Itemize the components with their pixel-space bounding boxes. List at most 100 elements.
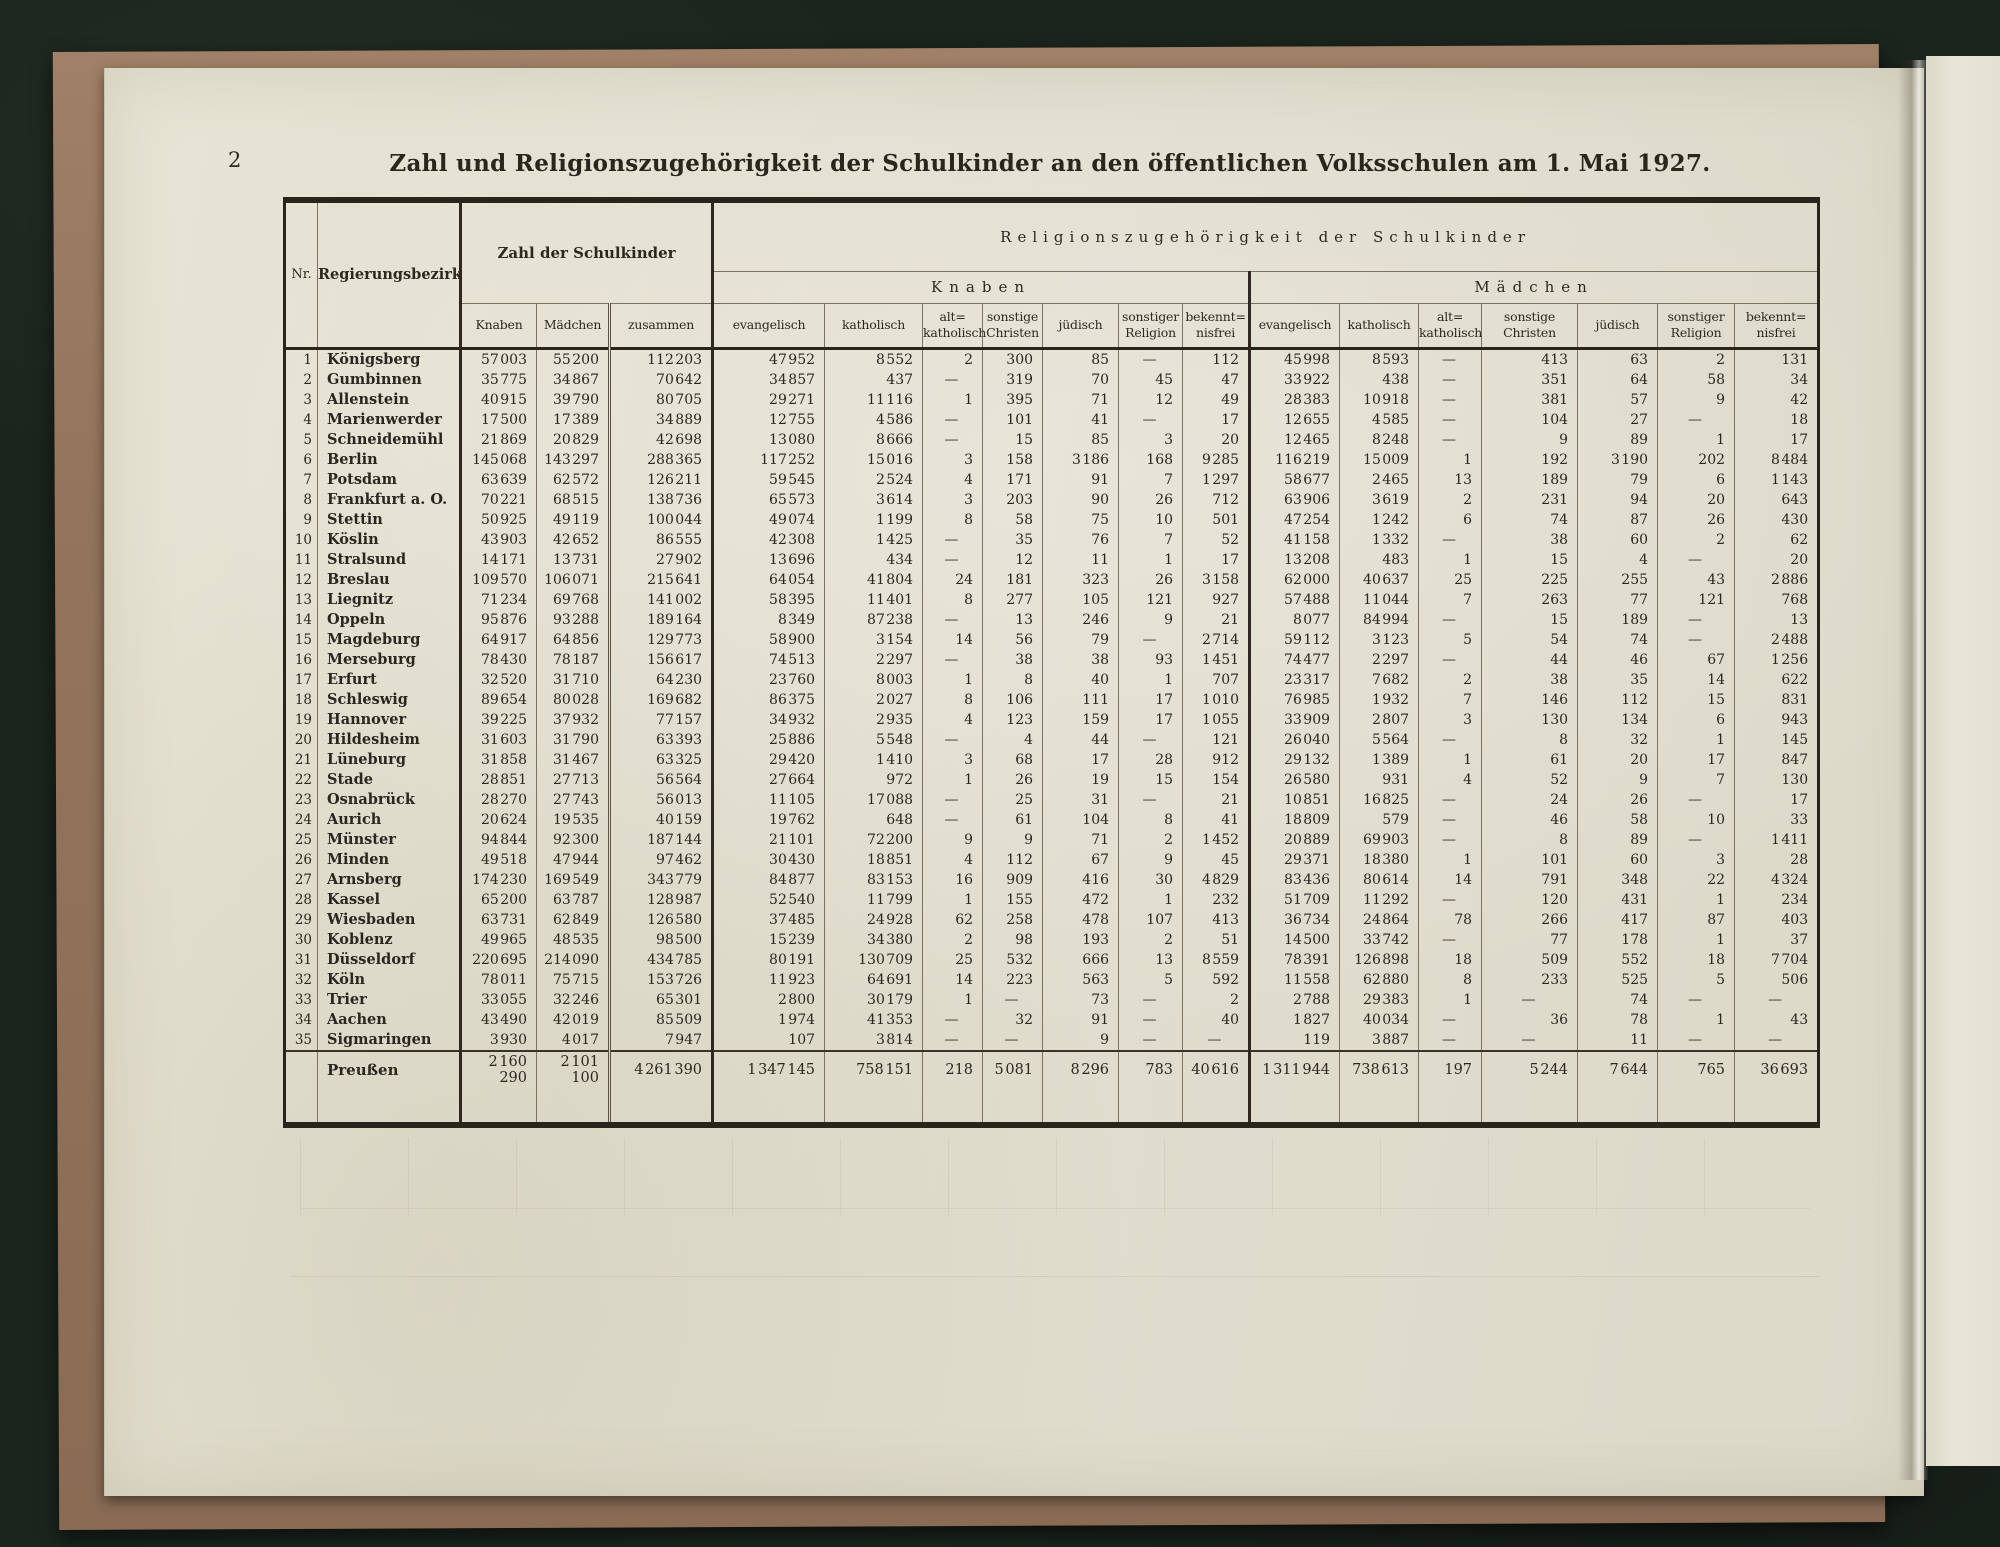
value-cell: 525 [1577, 969, 1658, 990]
value-cell: 8 003 [824, 669, 923, 690]
value-cell: 246 [1042, 609, 1119, 630]
value-cell: 1 452 [1182, 829, 1250, 850]
value-cell: 138 736 [607, 489, 713, 510]
value-cell: 20 [1734, 549, 1819, 570]
value-cell: 478 [1042, 909, 1119, 930]
header-boys-old-catholic: alt= katholisch [922, 303, 986, 348]
district-name: Schleswig [317, 689, 461, 710]
value-cell: — [1418, 1029, 1482, 1051]
total-value-cell: 8 296 [1042, 1050, 1119, 1089]
page-showthrough-line [290, 1276, 1820, 1277]
spacer-cell [711, 1088, 825, 1125]
table-row: 23 Osnabrück 28 270 27 743 56 013 11 105 17 08… [285, 789, 1819, 810]
value-cell: 47 944 [536, 849, 610, 870]
row-number: 21 [294, 751, 312, 768]
value-cell: 64 856 [536, 629, 610, 650]
value-cell: 20 624 [459, 809, 537, 830]
value-cell: 123 [982, 709, 1043, 730]
value-cell: 37 [1734, 929, 1819, 950]
value-cell: 1 [1657, 729, 1735, 750]
value-cell: 65 573 [711, 489, 825, 510]
value-cell: 98 500 [607, 929, 713, 950]
value-cell: 263 [1481, 589, 1578, 610]
value-cell: 35 [1577, 669, 1658, 690]
value-cell: 3 154 [824, 629, 923, 650]
value-cell: 42 019 [536, 1009, 610, 1030]
value-cell: 41 353 [824, 1009, 923, 1030]
value-cell: 592 [1182, 969, 1250, 990]
row-number: 25 [294, 831, 312, 848]
table-row: 15 Magdeburg 64 917 64 856 129 773 58 900 3 15… [285, 629, 1819, 650]
total-value-cell: 197 [1418, 1050, 1482, 1089]
value-cell: 25 [1418, 569, 1482, 590]
value-cell: 13 [1734, 609, 1819, 630]
value-cell: 3 614 [824, 489, 923, 510]
value-cell: 29 271 [711, 389, 825, 410]
total-value-cell: 4 261 390 [607, 1050, 713, 1089]
district-name: Oppeln [317, 609, 461, 630]
value-cell: 18 809 [1248, 809, 1340, 830]
value-cell: 26 580 [1248, 769, 1340, 790]
value-cell: — [922, 789, 983, 810]
district-name: Minden [317, 849, 461, 870]
row-number: 17 [294, 671, 312, 688]
row-number: 1 [303, 351, 312, 368]
value-cell: 8 [1118, 809, 1183, 830]
value-cell: 50 925 [459, 509, 537, 530]
value-cell: 215 641 [607, 569, 713, 590]
value-cell: 193 [1042, 929, 1119, 950]
value-cell: 483 [1339, 549, 1419, 570]
value-cell: 2 297 [824, 649, 923, 670]
district-name: Allenstein [317, 389, 461, 410]
value-cell: 8 [1481, 829, 1578, 850]
value-cell: 17 [1118, 689, 1183, 710]
table-row: 32 Köln 78 011 75 715 153 726 11 923 64 691 14 2… [285, 969, 1819, 990]
header-boys-other-christian: sonstige Christen [982, 303, 1043, 348]
value-cell: 58 900 [711, 629, 825, 650]
value-cell: 67 [1657, 649, 1735, 670]
value-cell: 31 603 [459, 729, 537, 750]
value-cell: 2 714 [1182, 629, 1250, 650]
value-cell: 1 [1418, 989, 1482, 1010]
value-cell: 38 [1042, 649, 1119, 670]
value-cell: 39 790 [536, 389, 610, 410]
value-cell: 84 877 [711, 869, 825, 890]
value-cell: 45 998 [1248, 348, 1340, 370]
spacer-cell [1657, 1088, 1735, 1125]
value-cell: 909 [982, 869, 1043, 890]
value-cell: 56 564 [607, 769, 713, 790]
value-cell: 58 [1657, 369, 1735, 390]
value-cell: 35 775 [459, 369, 537, 390]
value-cell: 258 [982, 909, 1043, 930]
value-cell: 91 [1042, 469, 1119, 490]
value-cell: 47 254 [1248, 509, 1340, 530]
value-cell: 8 [982, 669, 1043, 690]
value-cell: 80 191 [711, 949, 825, 970]
value-cell: 214 090 [536, 949, 610, 970]
value-cell: 38 [1481, 669, 1578, 690]
value-cell: 51 [1182, 929, 1250, 950]
value-cell: 225 [1481, 569, 1578, 590]
value-cell: 169 682 [607, 689, 713, 710]
value-cell: 171 [982, 469, 1043, 490]
district-name: Sigmaringen [317, 1029, 461, 1051]
value-cell: 37 932 [536, 709, 610, 730]
value-cell: 28 270 [459, 789, 537, 810]
value-cell: 9 285 [1182, 449, 1250, 470]
value-cell: 5 [1418, 629, 1482, 650]
value-cell: 430 [1734, 509, 1819, 530]
value-cell: 60 [1577, 529, 1658, 550]
value-cell: 145 068 [459, 449, 537, 470]
table-row: 13 Liegnitz 71 234 69 768 141 002 58 395 11 40… [285, 589, 1819, 610]
value-cell: 7 947 [607, 1029, 713, 1051]
value-cell: 112 [1577, 689, 1658, 710]
value-cell: 45 [1182, 849, 1250, 870]
row-number: 9 [303, 511, 312, 528]
value-cell: 134 [1577, 709, 1658, 730]
value-cell: 912 [1182, 749, 1250, 770]
value-cell: 121 [1182, 729, 1250, 750]
value-cell: 21 869 [459, 429, 537, 450]
value-cell: 107 [1118, 909, 1183, 930]
row-number: 6 [303, 451, 312, 468]
row-number: 12 [294, 571, 312, 588]
